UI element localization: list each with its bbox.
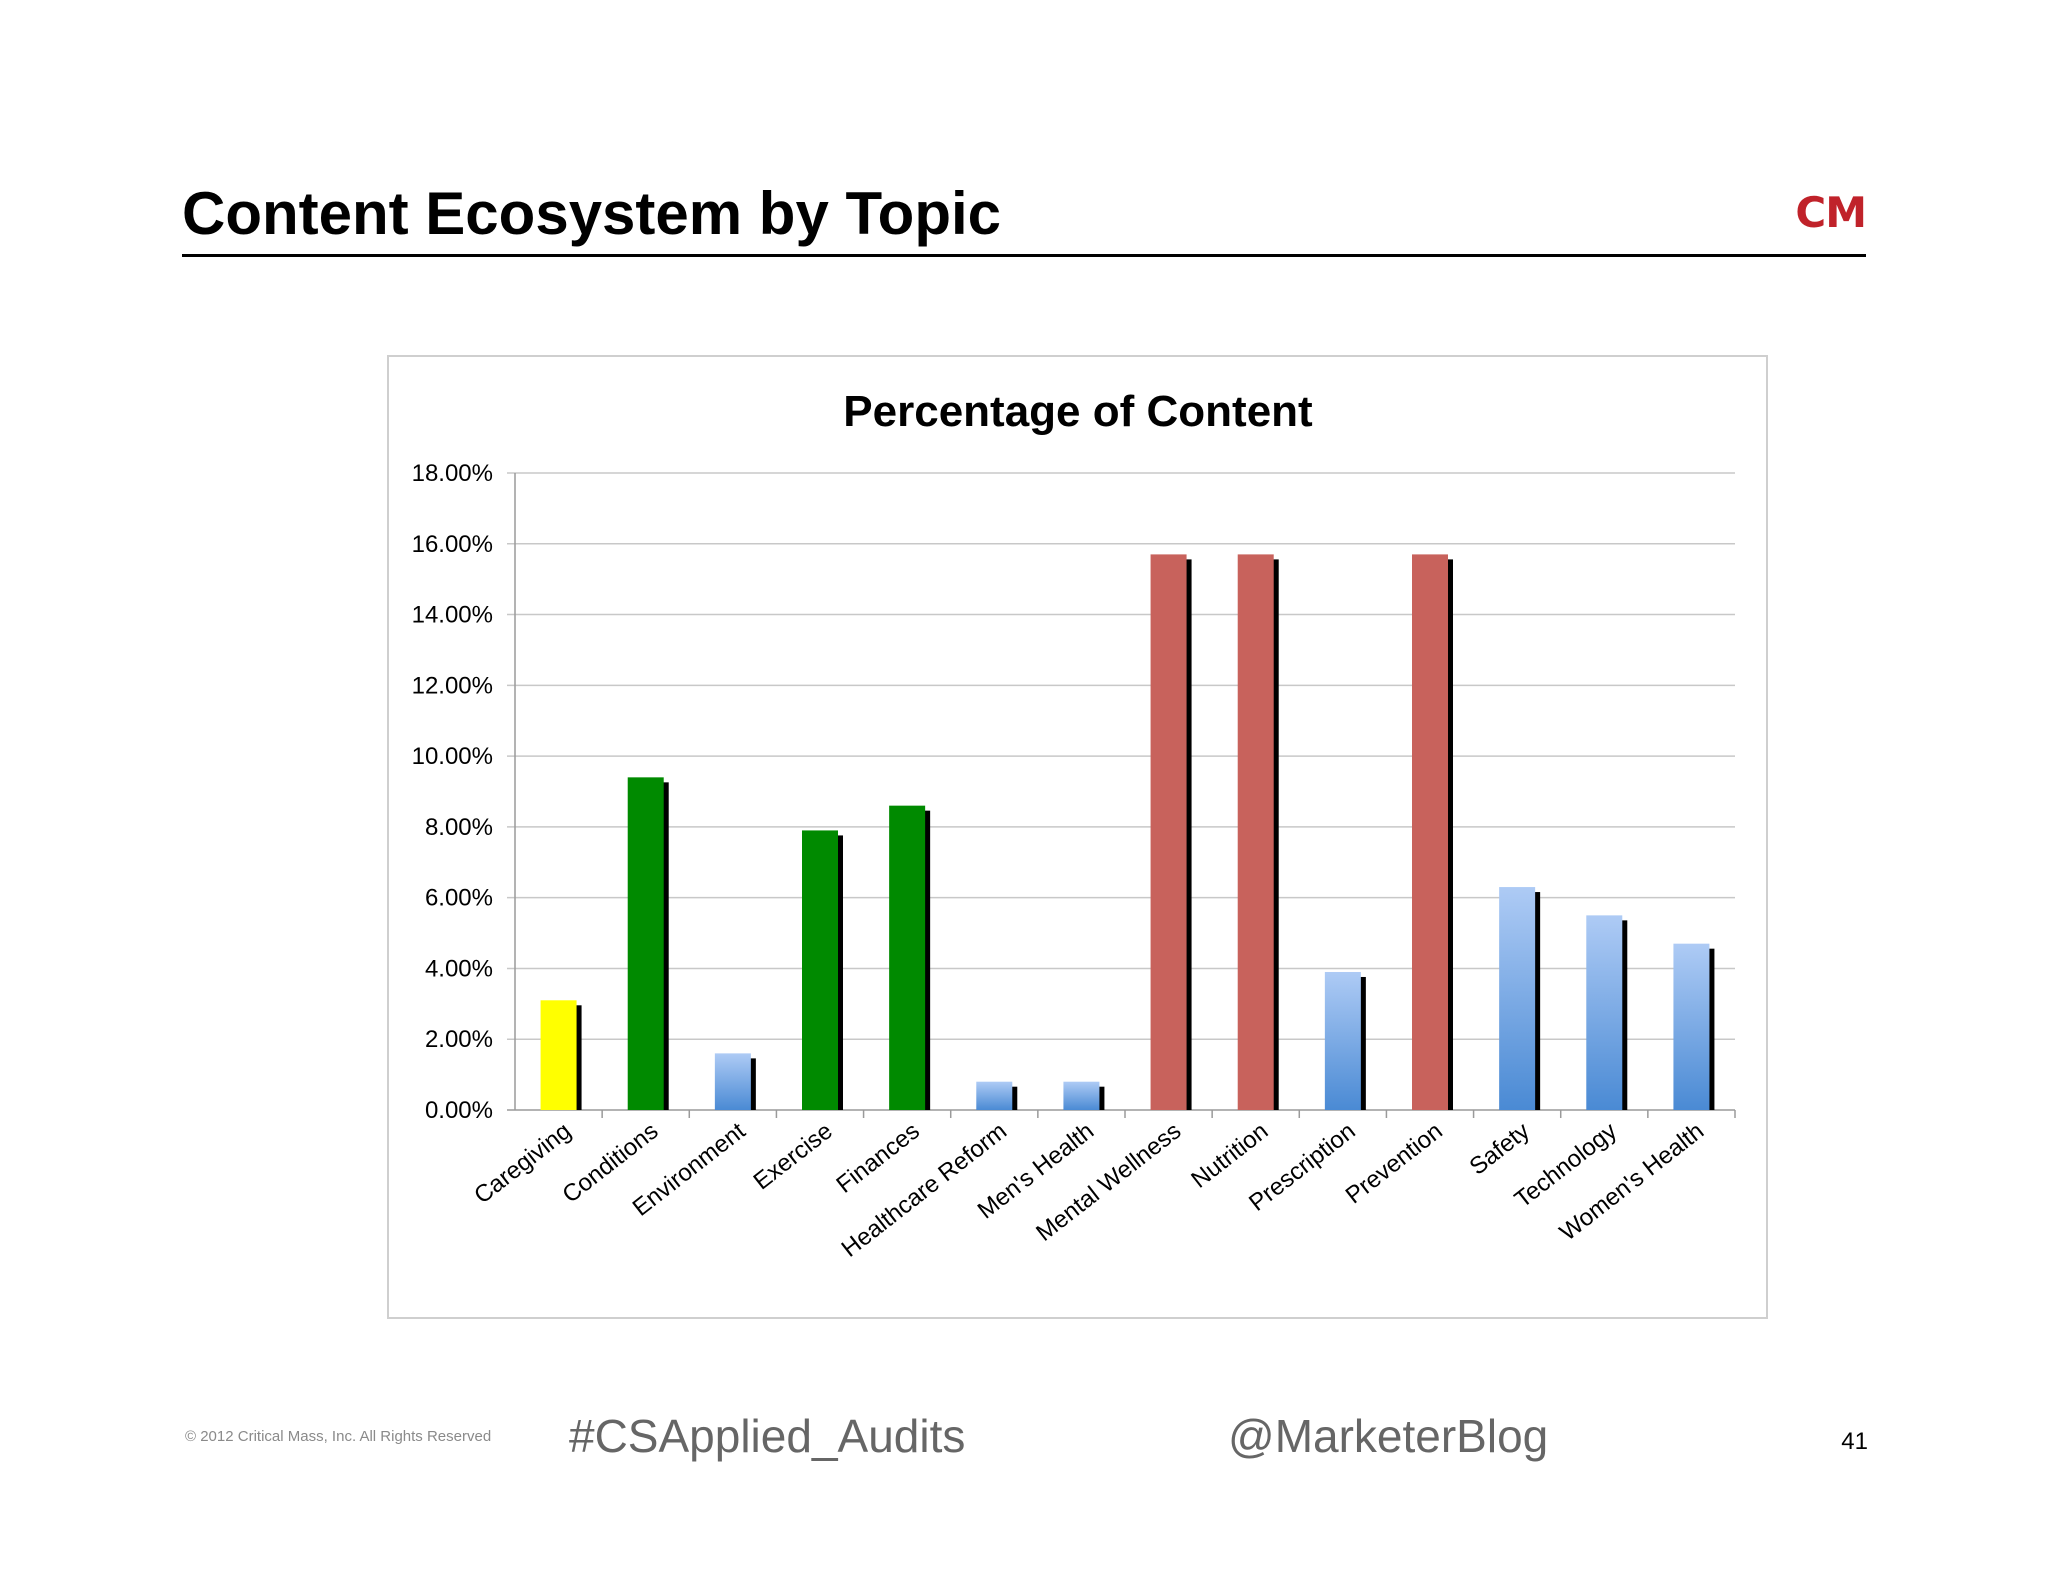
y-tick-label: 6.00%: [425, 885, 493, 912]
bar: [889, 805, 926, 1110]
y-tick-label: 10.00%: [412, 743, 493, 770]
bar: [1499, 887, 1536, 1110]
bar: [1586, 915, 1623, 1110]
bar: [1237, 554, 1274, 1110]
x-tick-label: Mental Wellness: [1031, 1117, 1186, 1246]
twitter-handle-text: @MarketerBlog: [1228, 1410, 1549, 1462]
bar: [1324, 971, 1361, 1110]
title-divider: [182, 254, 1866, 257]
hashtag-text: #CSApplied_Audits: [569, 1410, 966, 1462]
bar: [1150, 554, 1187, 1110]
y-tick-label: 8.00%: [425, 814, 493, 841]
company-logo: CM: [1795, 188, 1867, 237]
x-tick-label: Prevention: [1341, 1117, 1448, 1209]
bar: [714, 1053, 751, 1110]
y-tick-label: 2.00%: [425, 1026, 493, 1053]
bar: [540, 1000, 577, 1110]
x-tick-label: Safety: [1465, 1117, 1535, 1180]
chart-frame: [387, 355, 1768, 1319]
y-tick-label: 4.00%: [425, 955, 493, 982]
page-number: 41: [1841, 1428, 1868, 1455]
x-tick-label: Exercise: [749, 1117, 838, 1195]
bar: [1673, 943, 1710, 1110]
x-tick-label: Caregiving: [469, 1117, 576, 1209]
bar: [1063, 1081, 1100, 1110]
bar: [976, 1081, 1013, 1110]
bar: [627, 777, 664, 1110]
y-tick-label: 18.00%: [412, 460, 493, 487]
y-tick-label: 0.00%: [425, 1097, 493, 1124]
y-tick-label: 16.00%: [412, 531, 493, 558]
x-tick-label: Healthcare Reform: [837, 1117, 1012, 1262]
copyright-text: © 2012 Critical Mass, Inc. All Rights Re…: [185, 1428, 492, 1445]
bar: [1412, 554, 1448, 1110]
slide-title: Content Ecosystem by Topic: [182, 180, 1002, 247]
y-tick-label: 14.00%: [412, 602, 493, 629]
y-tick-label: 12.00%: [412, 672, 493, 699]
x-tick-label: Women's Health: [1555, 1117, 1709, 1246]
chart-title: Percentage of Content: [843, 387, 1313, 436]
bar: [802, 830, 838, 1110]
